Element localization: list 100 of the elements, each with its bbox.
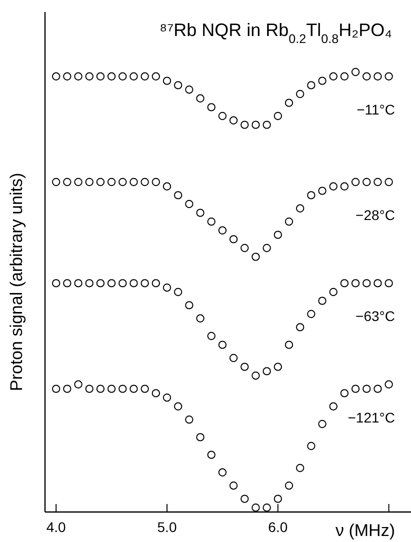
point bbox=[307, 442, 316, 450]
point bbox=[52, 72, 60, 80]
point bbox=[362, 279, 371, 288]
point bbox=[85, 178, 94, 186]
point bbox=[296, 464, 304, 472]
point bbox=[262, 367, 271, 376]
point bbox=[218, 340, 227, 349]
series-label: −121°C bbox=[348, 409, 395, 426]
point bbox=[185, 200, 194, 208]
point bbox=[374, 72, 382, 80]
point bbox=[252, 252, 260, 261]
point bbox=[207, 332, 216, 340]
point bbox=[207, 103, 216, 112]
point bbox=[229, 482, 238, 490]
chart-title: ⁸⁷Rb NQR in Rb$_{0.2}$Tl$_{0.8}$H₂PO₄ bbox=[159, 20, 392, 46]
point bbox=[252, 504, 260, 512]
point bbox=[262, 244, 271, 252]
point bbox=[296, 90, 304, 98]
point bbox=[96, 72, 105, 80]
point bbox=[152, 389, 160, 398]
point bbox=[185, 86, 194, 94]
point bbox=[52, 384, 60, 393]
point bbox=[196, 208, 204, 217]
point bbox=[140, 178, 149, 186]
point bbox=[207, 450, 216, 459]
point bbox=[318, 76, 326, 85]
point bbox=[374, 279, 382, 288]
point bbox=[140, 384, 149, 393]
point bbox=[140, 279, 149, 288]
point bbox=[96, 384, 105, 393]
point bbox=[384, 178, 393, 186]
point bbox=[162, 284, 172, 292]
point bbox=[196, 314, 204, 322]
point bbox=[351, 384, 360, 393]
point bbox=[118, 384, 127, 393]
point bbox=[152, 178, 160, 186]
point bbox=[284, 482, 294, 490]
point bbox=[240, 494, 249, 503]
point bbox=[74, 72, 82, 80]
point bbox=[174, 191, 182, 200]
point bbox=[340, 389, 349, 398]
point bbox=[152, 72, 160, 80]
point bbox=[140, 72, 149, 80]
point bbox=[351, 279, 360, 288]
point bbox=[274, 494, 282, 503]
point bbox=[185, 416, 194, 424]
point bbox=[384, 380, 393, 388]
x-axis-title: ν (MHz) bbox=[336, 521, 395, 540]
point bbox=[274, 362, 282, 371]
point bbox=[162, 182, 172, 190]
point bbox=[274, 112, 282, 120]
point bbox=[74, 178, 82, 186]
point bbox=[96, 279, 105, 288]
point bbox=[118, 279, 127, 288]
point bbox=[329, 288, 338, 296]
point bbox=[318, 296, 326, 305]
point bbox=[107, 72, 116, 80]
point bbox=[307, 81, 316, 90]
point bbox=[74, 380, 82, 388]
series-label: −63°C bbox=[356, 308, 395, 324]
point bbox=[185, 301, 194, 310]
point bbox=[362, 384, 371, 393]
point bbox=[374, 178, 382, 186]
point bbox=[63, 72, 72, 80]
point bbox=[240, 120, 249, 129]
point bbox=[252, 372, 260, 380]
point bbox=[340, 182, 349, 190]
point bbox=[63, 279, 72, 288]
point bbox=[96, 178, 105, 186]
point bbox=[351, 68, 360, 76]
point bbox=[362, 178, 371, 186]
point bbox=[52, 178, 60, 186]
point bbox=[218, 112, 227, 120]
point bbox=[374, 384, 382, 393]
point bbox=[229, 116, 238, 124]
y-axis-title: Proton signal (arbitrary units) bbox=[7, 172, 26, 392]
point bbox=[384, 279, 393, 288]
point bbox=[118, 72, 127, 80]
point bbox=[174, 81, 182, 90]
point bbox=[284, 98, 294, 107]
point bbox=[229, 235, 238, 244]
point bbox=[130, 72, 138, 80]
point bbox=[107, 384, 116, 393]
point bbox=[296, 204, 304, 212]
point bbox=[362, 72, 371, 80]
point bbox=[162, 76, 172, 85]
point bbox=[63, 178, 72, 186]
point bbox=[218, 226, 227, 234]
point bbox=[162, 394, 172, 402]
point bbox=[284, 340, 294, 349]
point bbox=[384, 72, 393, 80]
point bbox=[351, 178, 360, 186]
point bbox=[207, 218, 216, 226]
point bbox=[107, 178, 116, 186]
point bbox=[174, 402, 182, 410]
point bbox=[262, 504, 271, 512]
series-label: −28°C bbox=[356, 207, 395, 223]
point bbox=[118, 178, 127, 186]
point bbox=[240, 244, 249, 252]
point bbox=[196, 94, 204, 102]
